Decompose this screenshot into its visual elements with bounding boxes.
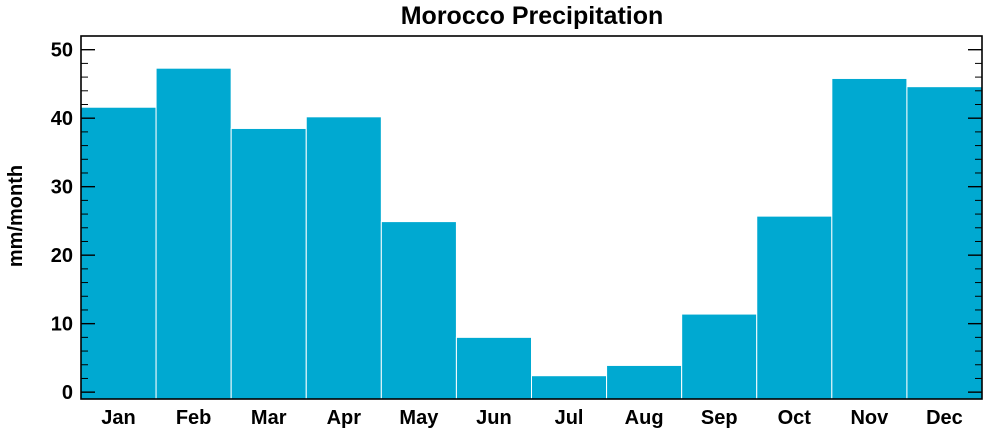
- x-tick-label-nov: Nov: [850, 407, 889, 429]
- x-tick-label-jul: Jul: [555, 407, 584, 429]
- y-tick-label: 30: [51, 177, 73, 199]
- x-tick-label-jun: Jun: [476, 407, 512, 429]
- bar-aug: [606, 364, 683, 400]
- bar-jan: [80, 106, 157, 400]
- x-tick-label-feb: Feb: [176, 407, 212, 429]
- plot-frame: [80, 35, 983, 400]
- x-tick-label-mar: Mar: [251, 407, 287, 429]
- x-tick-label-jan: Jan: [101, 407, 135, 429]
- y-tick-label: 40: [51, 108, 73, 130]
- y-tick-label: 10: [51, 314, 73, 336]
- tick-labels-group: 0 10 20 30 40 50 Jan Feb Mar Apr May Jun Jul Aug Sep Oc…: [51, 40, 963, 429]
- bar-may: [380, 221, 457, 400]
- x-tick-label-dec: Dec: [926, 407, 963, 429]
- bar-nov: [831, 77, 908, 400]
- bar-apr: [305, 116, 382, 400]
- bars-group: [80, 67, 983, 400]
- ticks-group: [81, 35, 982, 393]
- bar-jun: [455, 336, 533, 400]
- x-tick-label-aug: Aug: [625, 407, 664, 429]
- y-tick-label: 50: [51, 40, 73, 62]
- x-tick-label-may: May: [399, 407, 439, 429]
- x-tick-label-oct: Oct: [778, 407, 812, 429]
- chart-title: Morocco Precipitation: [401, 2, 664, 30]
- bar-dec: [906, 86, 983, 400]
- y-axis-label: mm/month: [5, 165, 27, 267]
- bar-sep: [681, 313, 758, 400]
- y-tick-label: 20: [51, 245, 73, 267]
- x-tick-label-apr: Apr: [327, 407, 362, 429]
- bar-feb: [155, 67, 232, 400]
- bar-jul: [531, 375, 608, 400]
- y-tick-label: 0: [62, 382, 73, 404]
- bar-oct: [756, 215, 833, 400]
- bar-mar: [230, 127, 307, 400]
- x-tick-label-sep: Sep: [701, 407, 738, 429]
